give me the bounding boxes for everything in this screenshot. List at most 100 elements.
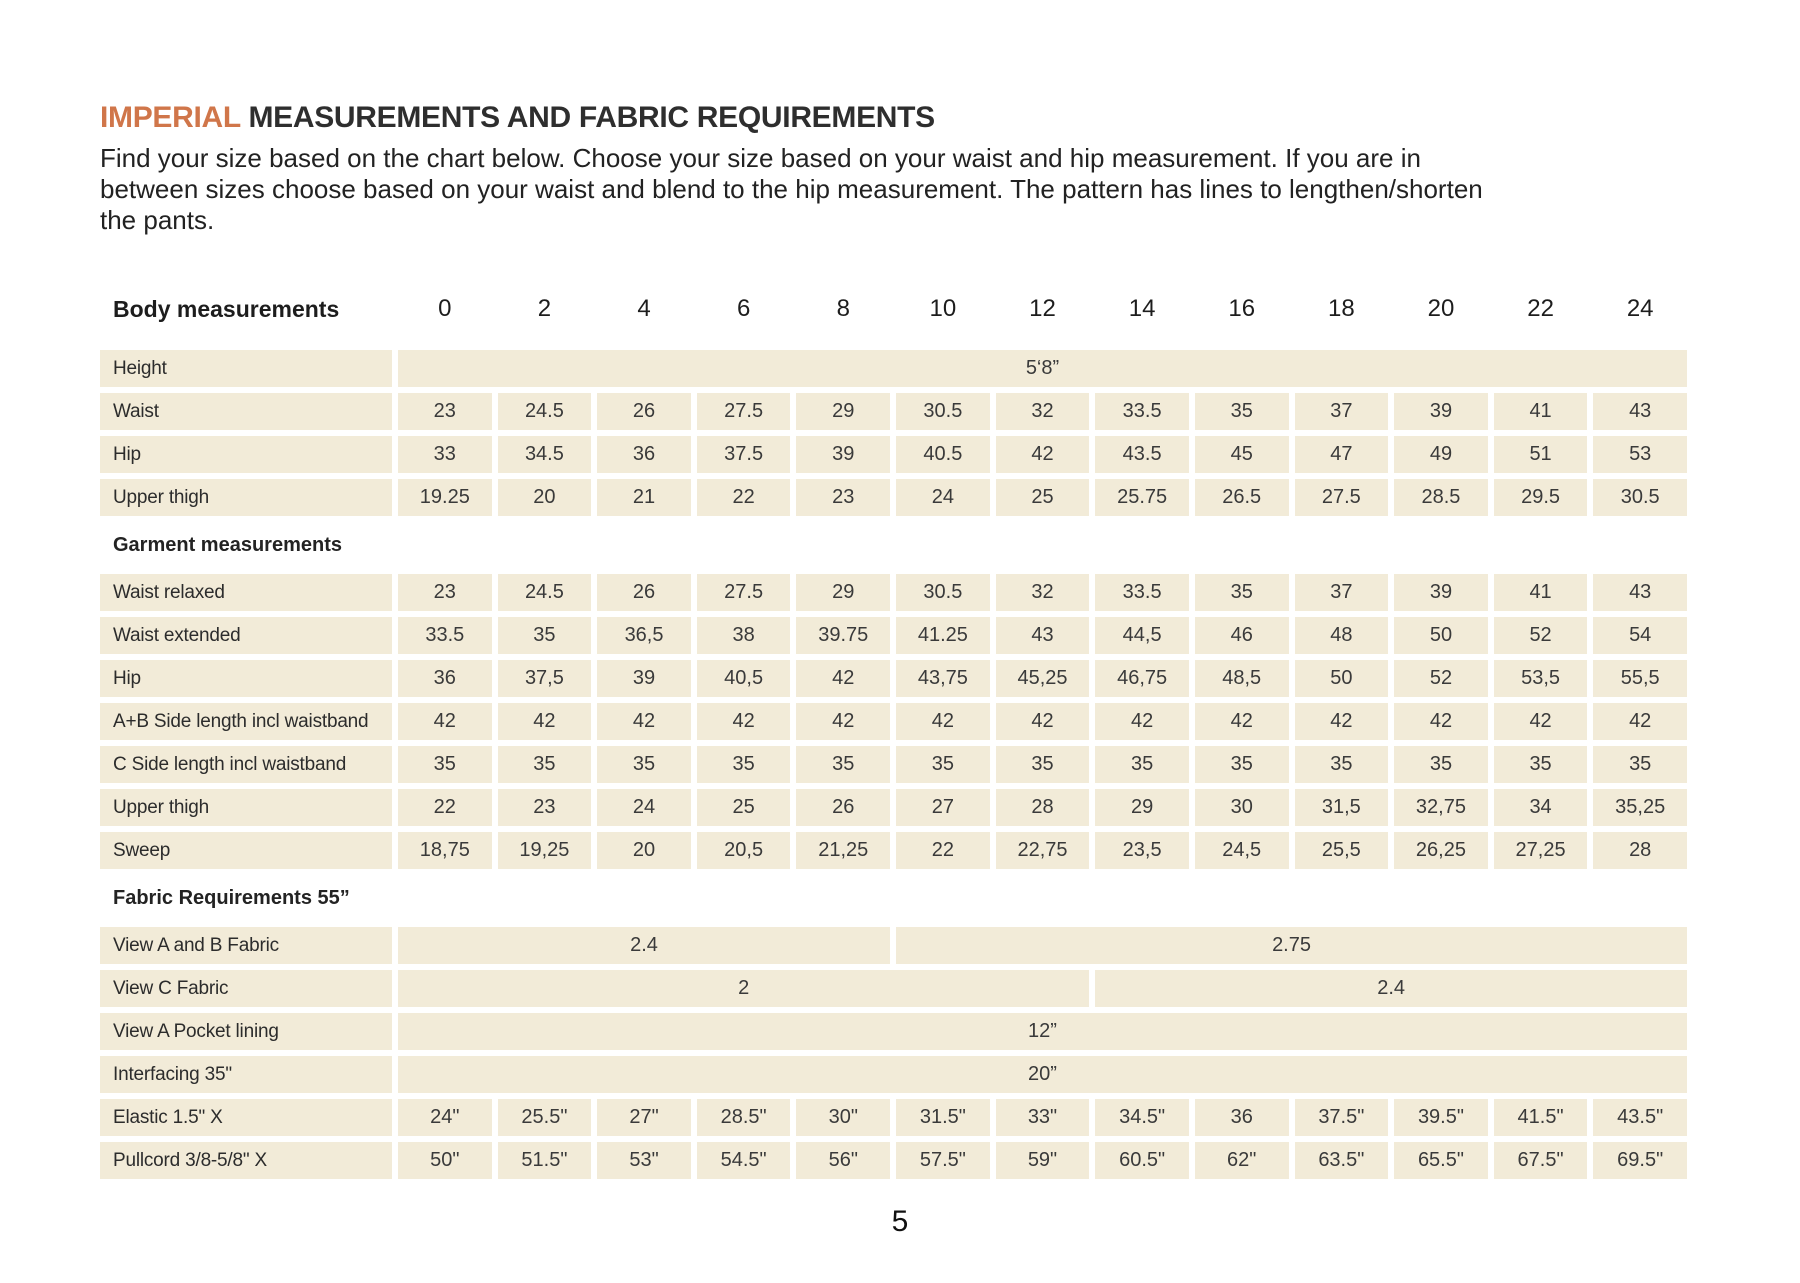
row-label: View A Pocket lining	[100, 1013, 392, 1050]
intro-text: Find your size based on the chart below.…	[100, 143, 1483, 235]
value-cell: 21,25	[796, 832, 891, 869]
value-cell: 35	[1593, 746, 1687, 783]
value-cell: 56"	[796, 1142, 891, 1179]
table-row: Sweep 18,75 19,25 20 20,5 21,25 22 22,75 23,5 24,…	[100, 832, 1687, 869]
table-row: Waist extended 33.5 35 36,5 38 39.75 41.25 43 44…	[100, 617, 1687, 654]
value-cell: 35	[1394, 746, 1488, 783]
value-cell: 41.25	[896, 617, 990, 654]
value-cell: 43	[1593, 574, 1687, 611]
value-cell: 39	[1394, 393, 1488, 430]
value-cell: 69.5"	[1593, 1142, 1687, 1179]
value-cell: 35	[896, 746, 990, 783]
row-label: Elastic 1.5" X	[100, 1099, 392, 1136]
value-cell: 27,25	[1493, 832, 1588, 869]
value-cell: 27"	[597, 1099, 691, 1136]
value-cell: 41.5"	[1493, 1099, 1588, 1136]
value-cell: 23	[398, 574, 492, 611]
value-cell-span: 2.4	[1095, 970, 1687, 1007]
value-cell: 50"	[398, 1142, 492, 1179]
size-chart-table: Body measurements 0 2 4 6 8 10 12 14 16 18 20 22 24 He…	[100, 294, 1687, 1179]
value-cell: 57.5"	[896, 1142, 990, 1179]
value-cell: 52	[1493, 617, 1588, 654]
value-cell: 25	[696, 789, 791, 826]
value-cell: 42	[1493, 703, 1588, 740]
value-cell: 35	[1194, 393, 1289, 430]
value-cell: 35	[796, 746, 891, 783]
value-cell: 25.5"	[497, 1099, 592, 1136]
table-row: Upper thigh 19.25 20 21 22 23 24 25 25.75 26.5 27.…	[100, 479, 1687, 516]
row-label: Sweep	[100, 832, 392, 869]
table-row: View A and B Fabric 2.4 2.75	[100, 927, 1687, 964]
value-cell: 22	[696, 479, 791, 516]
value-cell: 23,5	[1095, 832, 1189, 869]
value-cell: 22,75	[995, 832, 1090, 869]
value-cell: 30"	[796, 1099, 891, 1136]
page-title-rest: MEASUREMENTS AND FABRIC REQUIREMENTS	[240, 101, 935, 134]
value-cell: 45,25	[995, 660, 1090, 697]
value-cell: 37	[1294, 574, 1389, 611]
page-number: 5	[891, 1205, 909, 1238]
value-cell: 33.5	[1095, 393, 1189, 430]
value-cell: 54.5"	[696, 1142, 791, 1179]
value-cell: 39	[796, 436, 891, 473]
value-cell-full-span: 5‘8”	[398, 350, 1687, 387]
value-cell: 35	[1194, 746, 1289, 783]
row-label: Waist	[100, 393, 392, 430]
value-cell: 28.5"	[696, 1099, 791, 1136]
table-row: A+B Side length incl waistband 42 42 42 42 42…	[100, 703, 1687, 740]
value-cell: 41	[1493, 574, 1588, 611]
value-cell: 67.5"	[1493, 1142, 1588, 1179]
value-cell: 26,25	[1394, 832, 1488, 869]
value-cell: 26	[597, 574, 691, 611]
value-cell: 23	[398, 393, 492, 430]
value-cell: 51	[1493, 436, 1588, 473]
value-cell: 50	[1394, 617, 1488, 654]
value-cell: 30.5	[896, 574, 990, 611]
size-column-header: 12	[1029, 295, 1056, 322]
table-row: Waist 23 24.5 26 27.5 29 30.5 32 33.5 35 37 39 41 43	[100, 393, 1687, 430]
value-cell: 43	[995, 617, 1090, 654]
page-title-highlight: IMPERIAL	[100, 101, 241, 134]
value-cell: 43,75	[896, 660, 990, 697]
value-cell: 36	[597, 436, 691, 473]
size-column-header: 2	[537, 295, 552, 322]
value-cell: 33"	[995, 1099, 1090, 1136]
size-column-header: 24	[1626, 295, 1654, 322]
row-label: Waist relaxed	[100, 574, 392, 611]
value-cell: 43.5"	[1593, 1099, 1687, 1136]
value-cell: 24"	[398, 1099, 492, 1136]
size-column-header: 6	[736, 295, 751, 322]
value-cell: 43	[1593, 393, 1687, 430]
value-cell: 37.5"	[1294, 1099, 1389, 1136]
value-cell: 39	[1394, 574, 1488, 611]
value-cell: 52	[1394, 660, 1488, 697]
value-cell: 24.5	[497, 574, 592, 611]
value-cell: 23	[796, 479, 891, 516]
value-cell: 20	[497, 479, 592, 516]
value-cell: 63.5"	[1294, 1142, 1389, 1179]
value-cell: 45	[1194, 436, 1289, 473]
value-cell: 29	[1095, 789, 1189, 826]
value-cell: 53"	[597, 1142, 691, 1179]
value-cell: 20	[597, 832, 691, 869]
size-column-header: 22	[1527, 295, 1554, 322]
value-cell: 26.5	[1194, 479, 1289, 516]
value-cell: 35	[696, 746, 791, 783]
value-cell: 54	[1593, 617, 1687, 654]
value-cell: 24	[896, 479, 990, 516]
row-label: View A and B Fabric	[100, 927, 392, 964]
value-cell: 30	[1194, 789, 1289, 826]
value-cell: 38	[696, 617, 791, 654]
value-cell: 46	[1194, 617, 1289, 654]
value-cell: 43.5	[1095, 436, 1189, 473]
value-cell: 42	[896, 703, 990, 740]
value-cell: 40,5	[696, 660, 791, 697]
row-label: Waist extended	[100, 617, 392, 654]
table-row: Upper thigh 22 23 24 25 26 27 28 29 30 31,5 32,75 34…	[100, 789, 1687, 826]
value-cell: 36	[1194, 1099, 1289, 1136]
value-cell: 30.5	[1593, 479, 1687, 516]
table-row: View A Pocket lining 12”	[100, 1013, 1687, 1050]
value-cell: 22	[398, 789, 492, 826]
value-cell: 29	[796, 393, 891, 430]
value-cell: 36,5	[597, 617, 691, 654]
